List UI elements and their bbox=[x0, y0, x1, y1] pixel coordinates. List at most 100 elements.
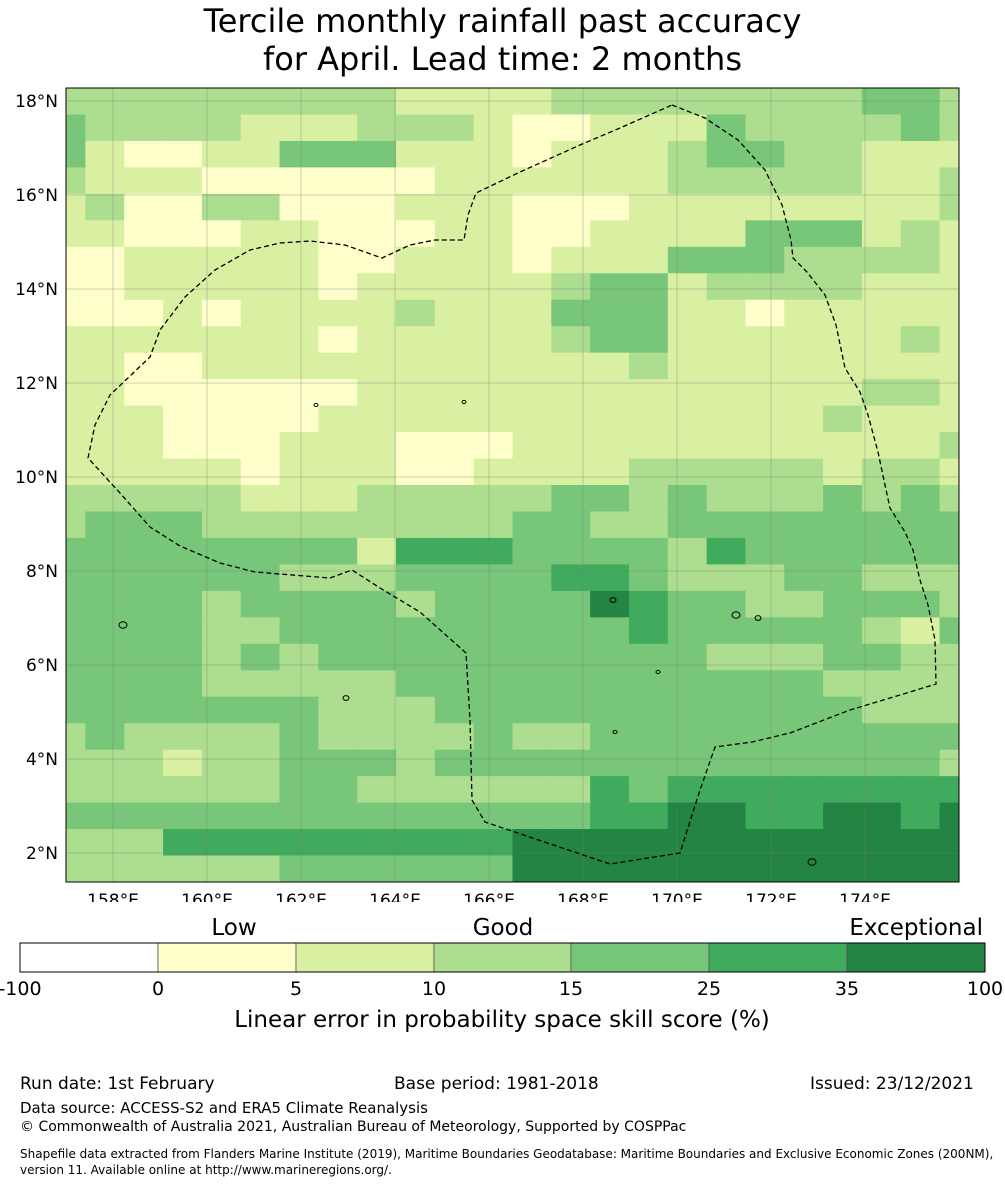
grid-cell bbox=[667, 485, 708, 513]
colorbar-tick-label: 15 bbox=[559, 978, 583, 1000]
grid-cell bbox=[85, 696, 125, 724]
grid-cell bbox=[590, 537, 630, 565]
grid-cell bbox=[85, 723, 125, 751]
grid-cell bbox=[745, 352, 785, 380]
grid-cell bbox=[396, 379, 436, 407]
grid-cell bbox=[628, 405, 669, 433]
grid-cell bbox=[823, 537, 863, 565]
grid-cell bbox=[279, 458, 319, 486]
grid-cell bbox=[745, 458, 785, 486]
grid-cell bbox=[939, 167, 959, 195]
grid-cell bbox=[240, 193, 281, 221]
grid-cell bbox=[861, 326, 902, 354]
grid-cell bbox=[357, 114, 397, 142]
grid-cell bbox=[512, 193, 552, 221]
grid-cell bbox=[85, 802, 125, 830]
colorbar-swatch bbox=[708, 942, 848, 973]
grid-cell bbox=[784, 485, 824, 513]
grid-cell bbox=[939, 511, 959, 539]
grid-cell bbox=[434, 802, 475, 830]
colorbar-group-label: Good bbox=[473, 915, 534, 941]
grid-cell bbox=[240, 537, 281, 565]
lat-tick-label: 12°N bbox=[15, 374, 58, 394]
grid-cell bbox=[512, 273, 552, 301]
grid-cell bbox=[124, 643, 164, 671]
grid-cell bbox=[473, 617, 514, 645]
grid-cell bbox=[706, 776, 747, 804]
grid-cell bbox=[745, 855, 785, 882]
grid-cell bbox=[163, 246, 203, 274]
grid-cell bbox=[667, 352, 708, 380]
grid-cell bbox=[240, 432, 281, 460]
grid-cell bbox=[396, 220, 436, 248]
grid-cell bbox=[163, 749, 203, 777]
grid-cell bbox=[512, 855, 552, 882]
grid-cell bbox=[900, 193, 941, 221]
grid-cell bbox=[357, 193, 397, 221]
grid-cell bbox=[318, 88, 358, 116]
grid-cell bbox=[667, 590, 708, 618]
grid-cell bbox=[318, 643, 358, 671]
grid-cell bbox=[66, 246, 87, 274]
grid-cell bbox=[512, 246, 552, 274]
grid-cell bbox=[240, 352, 281, 380]
grid-cell bbox=[66, 458, 87, 486]
grid-cell bbox=[861, 643, 902, 671]
grid-cell bbox=[279, 802, 319, 830]
colorbar-tick-label: 0 bbox=[152, 978, 164, 1000]
grid-cell bbox=[745, 590, 785, 618]
island-outline bbox=[118, 621, 128, 629]
grid-cell bbox=[279, 643, 319, 671]
grid-cell bbox=[240, 670, 281, 698]
grid-cell bbox=[357, 379, 397, 407]
island-outlines bbox=[118, 399, 817, 866]
grid-cell bbox=[939, 432, 959, 460]
grid-cell bbox=[900, 352, 941, 380]
grid-cell bbox=[473, 590, 514, 618]
grid-cell bbox=[434, 140, 475, 168]
grid-cell bbox=[66, 379, 87, 407]
grid-cell bbox=[512, 88, 552, 116]
grid-cell bbox=[66, 220, 87, 248]
grid-cell bbox=[357, 723, 397, 751]
grid-cell bbox=[745, 167, 785, 195]
grid-cell bbox=[900, 432, 941, 460]
grid-cell bbox=[124, 114, 164, 142]
lat-tick-label: 18°N bbox=[15, 92, 58, 112]
grid-cell bbox=[939, 326, 959, 354]
grid-cell bbox=[667, 432, 708, 460]
grid-cell bbox=[784, 114, 824, 142]
grid-cell bbox=[745, 88, 785, 116]
grid-cell bbox=[163, 723, 203, 751]
grid-cell bbox=[706, 326, 747, 354]
grid-cell bbox=[861, 379, 902, 407]
grid-cell bbox=[396, 273, 436, 301]
grid-cell bbox=[279, 299, 319, 327]
grid-cell bbox=[939, 352, 959, 380]
grid-cell bbox=[85, 273, 125, 301]
grid-cell bbox=[163, 617, 203, 645]
grid-cell bbox=[473, 776, 514, 804]
grid-cell bbox=[124, 564, 164, 592]
island-outline bbox=[342, 695, 350, 701]
grid-cell bbox=[939, 829, 959, 857]
grid-cell bbox=[396, 802, 436, 830]
latitude-tick-labels: 18°N 16°N 14°N 12°N 10°N 8°N 6°N 4°N 2°N bbox=[15, 92, 58, 864]
grid-cell bbox=[861, 749, 902, 777]
grid-cell bbox=[279, 696, 319, 724]
grid-cell bbox=[512, 643, 552, 671]
grid-cell bbox=[240, 590, 281, 618]
lat-tick-label: 2°N bbox=[26, 844, 58, 864]
grid-cell bbox=[861, 167, 902, 195]
grid-cell bbox=[240, 696, 281, 724]
grid-cell bbox=[861, 299, 902, 327]
grid-cell bbox=[939, 537, 959, 565]
grid-cell bbox=[667, 564, 708, 592]
grid-cell bbox=[240, 140, 281, 168]
grid-cell bbox=[551, 855, 591, 882]
grid-cell bbox=[357, 829, 397, 857]
grid-cell bbox=[124, 829, 164, 857]
grid-cell bbox=[240, 273, 281, 301]
grid-cell bbox=[318, 220, 358, 248]
grid-cell bbox=[357, 88, 397, 116]
